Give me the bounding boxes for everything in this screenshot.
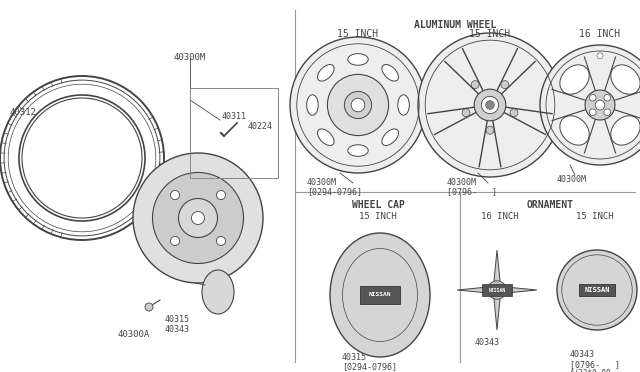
Circle shape	[589, 109, 596, 116]
Circle shape	[216, 237, 225, 246]
Text: [0796-   ]: [0796- ]	[570, 360, 620, 369]
Text: [0294-0796]: [0294-0796]	[342, 362, 397, 371]
Ellipse shape	[611, 116, 640, 145]
Polygon shape	[494, 250, 500, 283]
Text: 40343: 40343	[165, 325, 190, 334]
Text: 40315: 40315	[342, 353, 367, 362]
Text: NISSAN: NISSAN	[369, 292, 391, 298]
Circle shape	[589, 94, 596, 101]
Polygon shape	[494, 297, 500, 330]
Text: A/33*0.88: A/33*0.88	[570, 368, 612, 372]
Text: ALUMINUM WHEEL: ALUMINUM WHEEL	[414, 20, 496, 30]
Ellipse shape	[611, 65, 640, 94]
Circle shape	[133, 153, 263, 283]
Ellipse shape	[317, 64, 334, 81]
Text: 40224: 40224	[248, 122, 273, 131]
FancyBboxPatch shape	[483, 284, 512, 296]
Ellipse shape	[382, 64, 399, 81]
Circle shape	[179, 199, 218, 237]
Text: 40343: 40343	[475, 338, 500, 347]
Circle shape	[152, 173, 243, 263]
Ellipse shape	[307, 95, 318, 115]
Text: NISSAN: NISSAN	[488, 288, 506, 292]
Circle shape	[170, 190, 180, 199]
Ellipse shape	[398, 95, 410, 115]
Circle shape	[604, 109, 611, 116]
Text: 15 INCH: 15 INCH	[576, 212, 614, 221]
Text: 15 INCH: 15 INCH	[469, 29, 511, 39]
Text: [0294-0796]: [0294-0796]	[307, 187, 362, 196]
Ellipse shape	[560, 116, 589, 145]
Circle shape	[481, 96, 499, 113]
Text: 40343: 40343	[570, 350, 595, 359]
Bar	[190, 88, 278, 178]
Circle shape	[604, 94, 611, 101]
Ellipse shape	[382, 129, 399, 145]
FancyBboxPatch shape	[579, 283, 615, 296]
Ellipse shape	[202, 270, 234, 314]
Circle shape	[488, 281, 506, 299]
Circle shape	[501, 81, 509, 89]
Circle shape	[344, 92, 372, 119]
Circle shape	[597, 53, 603, 59]
Circle shape	[471, 81, 479, 89]
Ellipse shape	[348, 145, 368, 156]
Ellipse shape	[560, 65, 589, 94]
Circle shape	[510, 109, 518, 117]
Circle shape	[595, 100, 605, 110]
Circle shape	[418, 33, 562, 177]
Text: ORNAMENT: ORNAMENT	[527, 200, 573, 210]
Circle shape	[170, 237, 180, 246]
Text: 15 INCH: 15 INCH	[359, 212, 397, 221]
Text: 16 INCH: 16 INCH	[579, 29, 621, 39]
Text: 40315: 40315	[165, 315, 190, 324]
Circle shape	[328, 74, 388, 136]
Circle shape	[145, 303, 153, 311]
Ellipse shape	[330, 233, 430, 357]
Circle shape	[216, 190, 225, 199]
Circle shape	[290, 37, 426, 173]
Ellipse shape	[317, 129, 334, 145]
Text: 40300A: 40300A	[118, 330, 150, 339]
Circle shape	[462, 109, 470, 117]
Text: 40300M: 40300M	[447, 178, 477, 187]
Circle shape	[486, 101, 494, 109]
Polygon shape	[504, 287, 537, 293]
Text: NISSAN: NISSAN	[584, 287, 610, 293]
Text: [0796-   ]: [0796- ]	[447, 187, 497, 196]
Ellipse shape	[348, 54, 368, 65]
Polygon shape	[457, 287, 490, 293]
Text: 40312: 40312	[10, 108, 37, 117]
Text: 16 INCH: 16 INCH	[481, 212, 519, 221]
Circle shape	[474, 89, 506, 121]
FancyBboxPatch shape	[360, 286, 400, 304]
Circle shape	[585, 90, 615, 120]
Text: 40300M: 40300M	[557, 175, 587, 184]
Text: 40300M: 40300M	[174, 53, 206, 62]
Text: WHEEL CAP: WHEEL CAP	[351, 200, 404, 210]
Circle shape	[557, 250, 637, 330]
Text: 40311: 40311	[222, 112, 247, 121]
Circle shape	[191, 212, 205, 224]
Text: 40300M: 40300M	[307, 178, 337, 187]
Text: 15 INCH: 15 INCH	[337, 29, 379, 39]
Circle shape	[540, 45, 640, 165]
Circle shape	[351, 98, 365, 112]
Circle shape	[486, 126, 494, 134]
